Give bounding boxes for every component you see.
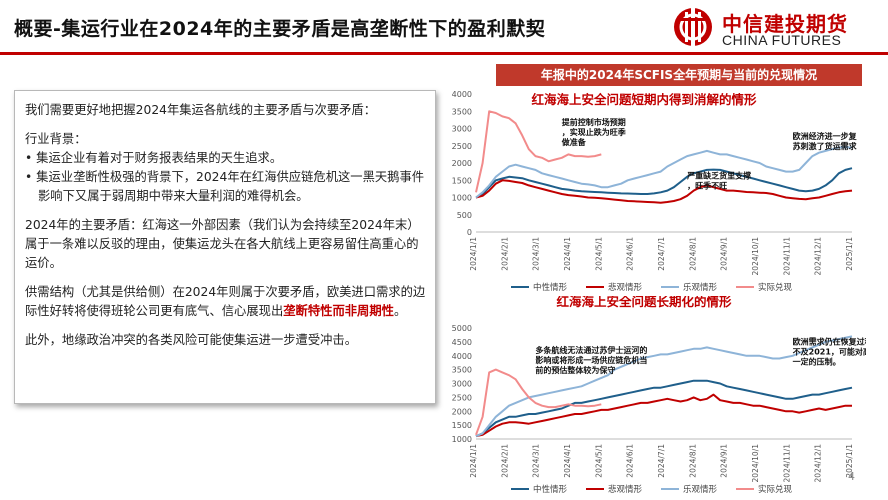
x-tick-label: 2024/6/1 xyxy=(626,444,635,478)
background-bullet: • 集运业垄断性极强的背景下，2024年在红海供应链危机这一黑天鹅事件影响下又属… xyxy=(25,170,425,203)
scenario-chart-short-term: 0 500 1000 1500 2000 2500 3000 3500 4000 2024/1/1… xyxy=(452,90,858,293)
scenario-chart-long-term: 1000 1500 2000 2500 3000 3500 4000 4500 5000 2024… xyxy=(452,296,866,495)
y-tick-label: 1000 xyxy=(452,194,472,203)
series-line xyxy=(475,110,602,193)
y-tick-label: 500 xyxy=(457,211,472,220)
series-line xyxy=(475,167,853,199)
page-title: 概要-集运行业在2024年的主要矛盾是高垄断性下的盈利默契 xyxy=(14,18,546,40)
series-line xyxy=(475,393,852,438)
title-bar: 概要-集运行业在2024年的主要矛盾是高垄断性下的盈利默契 中信建投期货 CHI… xyxy=(0,0,888,56)
y-tick-label: 2500 xyxy=(452,142,472,151)
x-tick-label: 2024/3/1 xyxy=(532,444,541,478)
legend-label: 中性情形 xyxy=(533,484,568,495)
x-tick-label: 2024/8/1 xyxy=(688,237,697,271)
y-tick-label: 4000 xyxy=(452,352,472,361)
background-bullet-text: 集运业垄断性极强的背景下，2024年在红海供应链危机这一黑天鹅事件影响下又属于弱… xyxy=(36,170,425,203)
x-tick-label: 2024/5/1 xyxy=(594,444,603,478)
y-tick-label: 1500 xyxy=(452,421,472,430)
chart-annotation: 多条航线无法通过苏伊士运河的 xyxy=(535,345,647,355)
y-tick-label: 2000 xyxy=(452,407,472,416)
y-tick-label: 1500 xyxy=(452,176,472,185)
background-bullet-text: 集运企业有着对于财务报表结果的天生追求。 xyxy=(36,151,283,165)
legend-label: 悲观情形 xyxy=(608,282,643,293)
x-tick-label: 2024/6/1 xyxy=(626,237,635,271)
legend-label: 实际兑现 xyxy=(758,282,793,293)
y-tick-label: 3500 xyxy=(452,107,472,116)
x-tick-label: 2024/4/1 xyxy=(563,237,572,271)
x-tick-label: 2024/1/1 xyxy=(469,444,478,478)
x-tick-label: 2024/1/1 xyxy=(469,237,478,271)
secondary-text-prefix: 供需结构（尤其是供给侧）在2024年则属于次要矛盾，欧美进口需求的边际性好转将使… xyxy=(25,285,426,318)
title-rule xyxy=(0,52,888,55)
chart-annotation: 影响或将形成一场供应链危机当 xyxy=(535,355,647,365)
legend-label: 乐观情形 xyxy=(683,484,718,495)
y-tick-label: 2500 xyxy=(452,393,472,402)
legend-label: 乐观情形 xyxy=(683,282,718,293)
x-tick-label: 2024/2/1 xyxy=(500,237,509,271)
x-tick-label: 2024/3/1 xyxy=(532,237,541,271)
intro-text: 我们需要更好地把握2024年集运各航线的主要矛盾与次要矛盾： xyxy=(25,103,377,117)
chart-annotation: 不及2021，可能对高度形成 xyxy=(793,347,866,357)
legend-label: 实际兑现 xyxy=(758,484,793,495)
chart-annotation: 一定的压制。 xyxy=(793,357,841,367)
chart-annotation: ，旺季不旺 xyxy=(687,181,727,191)
chart-annotation: 欧洲经济进一步复 xyxy=(793,131,858,141)
chart-annotation: 欧洲需求仍在恢复过程中，整体 xyxy=(793,337,866,347)
x-tick-label: 2024/9/1 xyxy=(720,444,729,478)
x-tick-label: 2024/12/1 xyxy=(814,237,823,276)
chart-annotation: 做准备 xyxy=(561,137,587,147)
x-tick-label: 2024/12/1 xyxy=(814,444,823,483)
x-tick-label: 2024/7/1 xyxy=(657,444,666,478)
y-tick-label: 3500 xyxy=(452,366,472,375)
series-line xyxy=(475,146,852,199)
chart-annotation: 严重缺乏货里支撑 xyxy=(686,171,751,181)
x-tick-label: 2024/7/1 xyxy=(657,237,666,271)
chart-annotation: 前的预估整体较为保守 xyxy=(535,365,615,375)
page-number: 4 xyxy=(848,470,855,483)
background-bullet: • 集运企业有着对于财务报表结果的天生追求。 xyxy=(25,151,283,165)
y-tick-label: 1000 xyxy=(452,435,472,444)
chart-annotation: 提前控制市场预期 xyxy=(562,117,626,127)
chart-section-header: 年报中的2024年SCFIS全年预期与当前的兑现情况 xyxy=(496,64,862,86)
x-tick-label: 2024/4/1 xyxy=(563,444,572,478)
series-line xyxy=(475,379,853,438)
secondary-highlight: 垄断特性而非周期性 xyxy=(283,304,394,318)
y-tick-label: 4000 xyxy=(452,90,472,99)
logo-cn-text: 中信建投期货 xyxy=(722,12,848,36)
y-tick-label: 2000 xyxy=(452,159,472,168)
legend-label: 悲观情形 xyxy=(608,484,643,495)
series-line xyxy=(475,335,853,438)
secondary-text-suffix: 。 xyxy=(393,304,407,318)
background-heading: 行业背景： xyxy=(25,132,87,146)
main-conflict-text: 2024年的主要矛盾：红海这一外部因素（我们认为会持续至2024年末）属于一条难… xyxy=(25,218,420,270)
company-logo: 中信建投期货 CHINA FUTURES xyxy=(672,6,882,50)
chart-title: 红海海上安全问题长期化的情形 xyxy=(556,296,732,309)
secondary-conflict-text: 供需结构（尤其是供给侧）在2024年则属于次要矛盾，欧美进口需求的边际性好转将使… xyxy=(25,283,427,321)
logo-en-text: CHINA FUTURES xyxy=(722,32,842,48)
citic-logo-icon xyxy=(674,8,712,46)
y-tick-label: 4500 xyxy=(452,338,472,347)
series-line xyxy=(475,179,853,204)
series-line xyxy=(475,368,602,436)
chart-annotation: ，实现止跌为旺季 xyxy=(562,127,627,137)
geopolitics-text: 此外，地缘政治冲突的各类风险可能使集运进一步遭受冲击。 xyxy=(25,333,358,347)
y-tick-label: 5000 xyxy=(452,324,472,333)
y-tick-label: 3000 xyxy=(452,380,472,389)
x-tick-label: 2024/5/1 xyxy=(594,237,603,271)
x-tick-label: 2025/1/1 xyxy=(845,444,854,478)
x-tick-label: 2024/10/1 xyxy=(751,237,760,276)
x-tick-label: 2024/10/1 xyxy=(751,444,760,483)
legend-label: 中性情形 xyxy=(533,282,568,293)
chart-title: 红海海上安全问题短期内得到消解的情形 xyxy=(531,92,757,107)
chart-annotation: 苏刺激了货运需求 xyxy=(793,141,858,151)
y-tick-label: 3000 xyxy=(452,125,472,134)
summary-text-box: 我们需要更好地把握2024年集运各航线的主要矛盾与次要矛盾： 行业背景： • 集… xyxy=(14,90,436,404)
x-tick-label: 2025/1/1 xyxy=(845,237,854,271)
x-tick-label: 2024/8/1 xyxy=(688,444,697,478)
x-tick-label: 2024/11/1 xyxy=(782,237,791,276)
y-tick-label: 0 xyxy=(467,228,472,237)
x-tick-label: 2024/11/1 xyxy=(782,444,791,483)
x-tick-label: 2024/2/1 xyxy=(500,444,509,478)
x-tick-label: 2024/9/1 xyxy=(720,237,729,271)
